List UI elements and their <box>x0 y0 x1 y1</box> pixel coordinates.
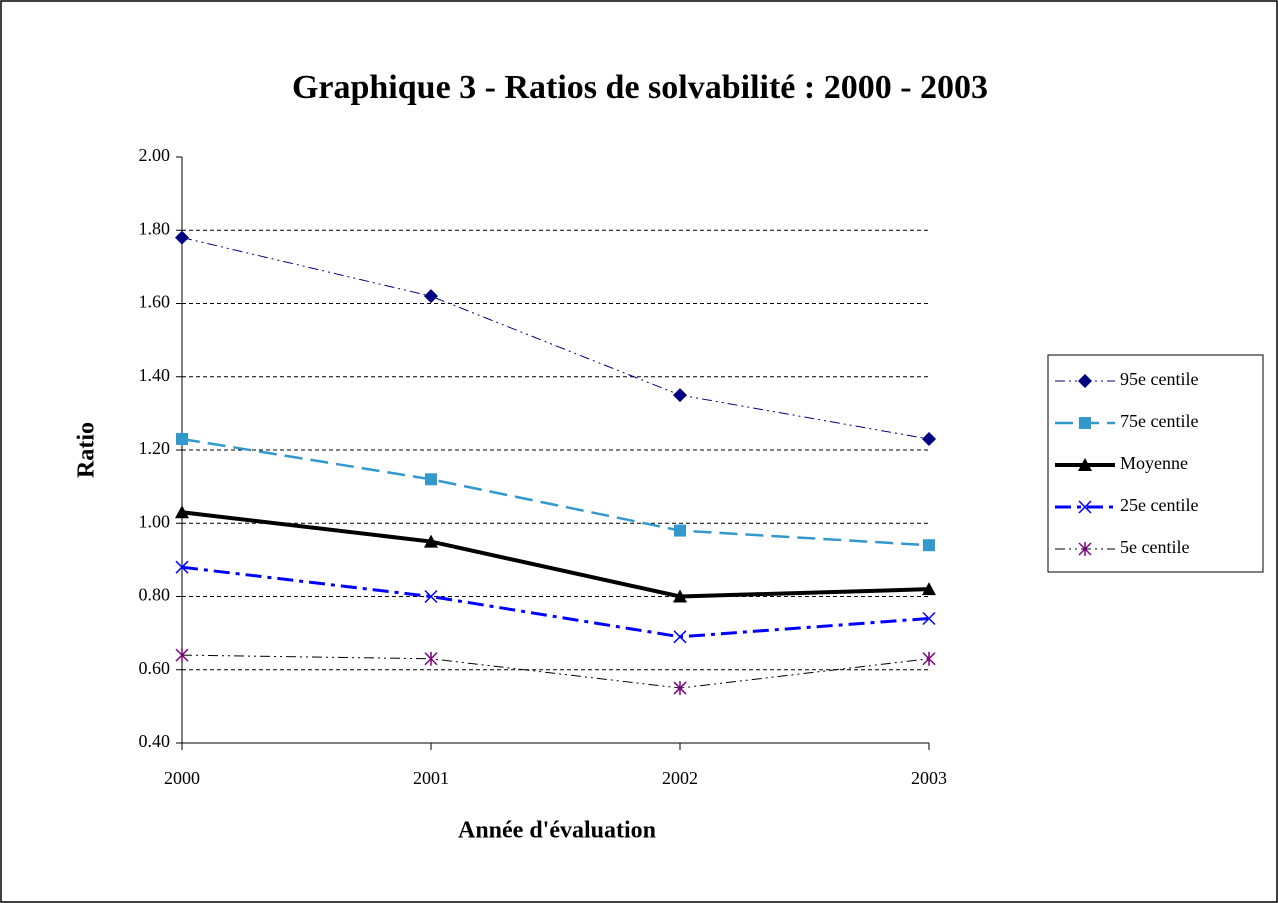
x-tick-label: 2001 <box>413 768 449 788</box>
x-axis-title: Année d'évaluation <box>458 818 656 844</box>
series-line <box>181 565 930 639</box>
y-tick-label: 1.20 <box>139 438 171 458</box>
legend-marker <box>1078 500 1092 514</box>
data-point <box>673 630 687 644</box>
data-point <box>673 589 687 603</box>
series-line <box>181 237 930 440</box>
data-point <box>175 230 189 245</box>
y-tick-label: 0.40 <box>139 731 171 751</box>
data-point <box>175 648 189 663</box>
y-tick-label: 0.60 <box>139 658 171 678</box>
y-tick-label: 1.00 <box>139 511 171 531</box>
y-tick-label: 2.00 <box>139 145 171 165</box>
data-point <box>922 611 936 626</box>
data-point <box>922 432 936 447</box>
series-line <box>181 654 930 689</box>
legend-marker <box>1078 374 1092 388</box>
data-point <box>424 589 438 604</box>
x-tick-label: 2002 <box>662 768 698 788</box>
data-point <box>175 505 189 519</box>
legend-label: 95e centile <box>1120 369 1198 389</box>
y-tick-label: 1.60 <box>139 292 171 312</box>
data-point <box>424 289 438 304</box>
y-tick-label: 0.80 <box>139 585 171 605</box>
legend-label: 75e centile <box>1120 411 1198 431</box>
data-point <box>922 582 936 596</box>
legend-marker <box>1079 417 1091 429</box>
data-point <box>424 651 438 666</box>
x-tick-label: 2003 <box>911 768 947 788</box>
series-line <box>181 437 930 547</box>
data-point <box>673 681 687 696</box>
data-point <box>424 534 438 548</box>
data-point <box>425 473 437 486</box>
data-point <box>674 524 686 537</box>
legend-label: 25e centile <box>1120 495 1198 515</box>
legend-marker <box>1078 458 1092 471</box>
y-tick-label: 1.80 <box>139 218 171 238</box>
legend-label: Moyenne <box>1120 453 1188 473</box>
data-point <box>922 651 936 666</box>
legend-label: 5e centile <box>1120 537 1189 557</box>
data-point <box>673 388 687 403</box>
chart-title: Graphique 3 - Ratios de solvabilité : 20… <box>292 69 988 106</box>
series-line <box>181 510 930 599</box>
y-axis-title: Ratio <box>74 422 100 478</box>
data-point <box>175 560 189 574</box>
data-point <box>176 433 188 446</box>
y-tick-label: 1.40 <box>139 365 171 385</box>
x-tick-label: 2000 <box>164 768 200 788</box>
data-point <box>923 539 935 552</box>
legend-marker <box>1078 542 1092 556</box>
